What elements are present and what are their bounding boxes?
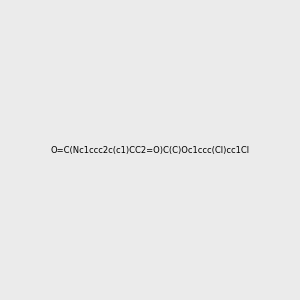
Text: O=C(Nc1ccc2c(c1)CC2=O)C(C)Oc1ccc(Cl)cc1Cl: O=C(Nc1ccc2c(c1)CC2=O)C(C)Oc1ccc(Cl)cc1C…	[50, 146, 250, 154]
